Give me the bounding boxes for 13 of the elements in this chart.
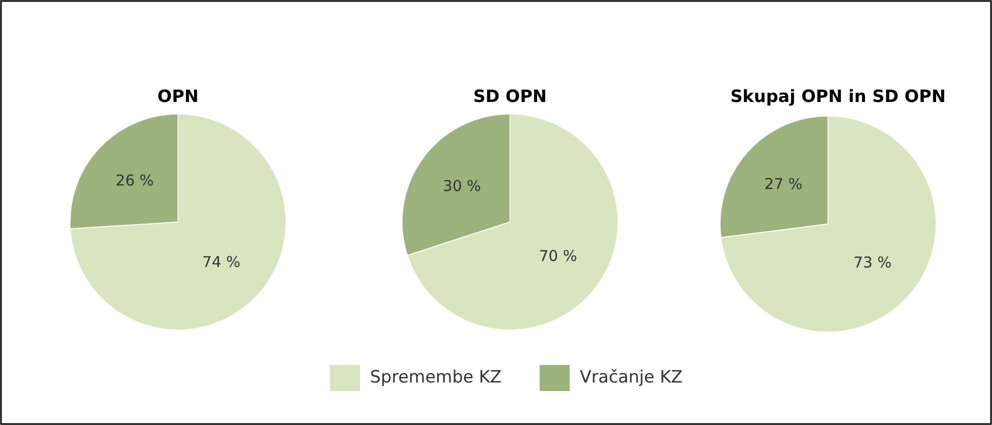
data-label: 30 % bbox=[442, 177, 481, 196]
data-label: 74 % bbox=[202, 252, 240, 271]
chart-title: SD OPN bbox=[473, 87, 547, 107]
data-label: 70 % bbox=[539, 247, 578, 266]
pie-slice bbox=[70, 114, 286, 330]
data-label: 27 % bbox=[764, 174, 802, 193]
data-label: 73 % bbox=[854, 253, 892, 272]
data-label: 26 % bbox=[116, 171, 154, 190]
chart-title: OPN bbox=[157, 87, 199, 107]
pie-slice bbox=[720, 116, 936, 332]
legend-label: Vračanje KZ bbox=[580, 368, 683, 388]
legend-label: Spremembe KZ bbox=[370, 368, 502, 388]
chart-title: Skupaj OPN in SD OPN bbox=[730, 87, 946, 107]
